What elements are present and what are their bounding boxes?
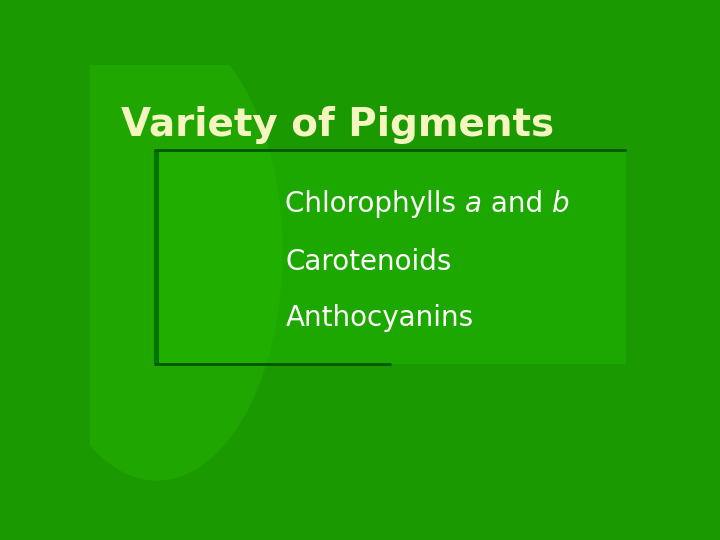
FancyBboxPatch shape: [154, 150, 158, 364]
Text: Anthocyanins: Anthocyanins: [285, 305, 474, 333]
Text: Chlorophylls: Chlorophylls: [285, 190, 465, 218]
Text: Variety of Pigments: Variety of Pigments: [121, 106, 554, 144]
Text: Carotenoids: Carotenoids: [285, 248, 451, 276]
Text: b: b: [552, 190, 570, 218]
Text: and: and: [482, 190, 552, 218]
Text: a: a: [465, 190, 482, 218]
FancyBboxPatch shape: [154, 150, 626, 364]
Ellipse shape: [32, 23, 282, 481]
